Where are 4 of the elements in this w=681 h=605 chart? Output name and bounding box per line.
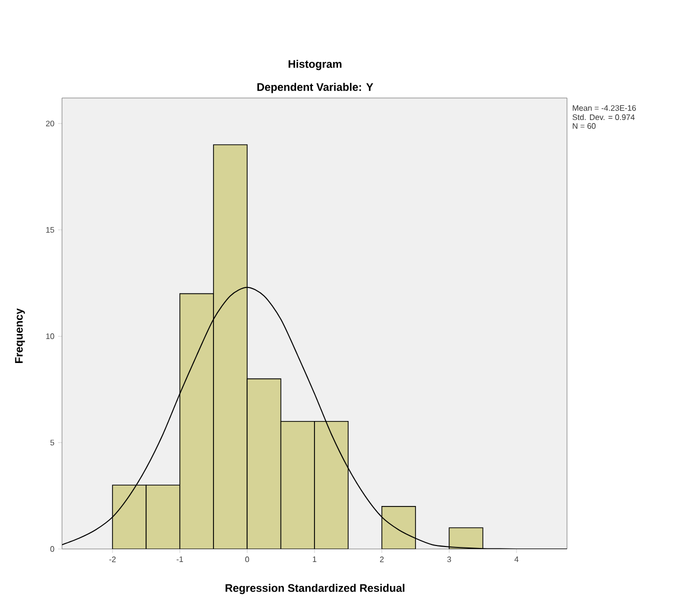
chart-title: Histogram: [288, 60, 342, 70]
chart-subtitle: Dependent Variable: Y: [257, 82, 374, 94]
y-axis-title: Frequency: [15, 308, 25, 363]
x-axis-title: Regression Standardized Residual: [226, 584, 404, 594]
